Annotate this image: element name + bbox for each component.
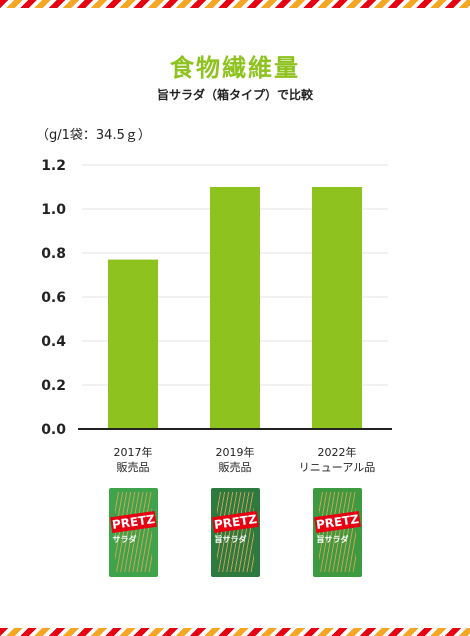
package-product-name: サラダ bbox=[112, 535, 137, 544]
package-image: PRETZ 旨サラダ bbox=[210, 488, 260, 577]
y-tick-label: 1.0 bbox=[41, 202, 66, 218]
x-category-label: リニューアル品 bbox=[299, 461, 375, 474]
bar bbox=[210, 187, 260, 429]
bar bbox=[312, 187, 362, 429]
x-category-label: 2022年 bbox=[318, 445, 357, 459]
pretz-sticks-graphic bbox=[216, 492, 254, 572]
package-product-name: 旨サラダ bbox=[214, 535, 247, 544]
bar bbox=[108, 259, 158, 429]
y-tick-label: 1.2 bbox=[41, 158, 66, 174]
package-image: PRETZ 旨サラダ bbox=[312, 488, 362, 577]
pretz-sticks-graphic bbox=[114, 492, 152, 572]
chart-subtitle: 旨サラダ（箱タイプ）で比較 bbox=[156, 88, 313, 102]
package-image: PRETZ サラダ bbox=[108, 488, 158, 577]
x-category-label: 2019年 bbox=[216, 445, 255, 459]
y-tick-label: 0.8 bbox=[41, 246, 66, 262]
x-category-label: 販売品 bbox=[117, 461, 150, 474]
x-category-label: 販売品 bbox=[219, 461, 252, 474]
pretz-sticks-graphic bbox=[318, 492, 356, 572]
y-tick-label: 0.4 bbox=[41, 334, 66, 350]
bottom-stripe-border bbox=[0, 628, 470, 636]
y-tick-label: 0.2 bbox=[41, 378, 66, 394]
unit-note: （g/1袋：34.5ｇ） bbox=[36, 128, 151, 143]
top-stripe-border bbox=[0, 0, 470, 8]
chart-title: 食物繊維量 bbox=[170, 54, 300, 82]
x-category-label: 2017年 bbox=[114, 445, 153, 459]
y-tick-label: 0.0 bbox=[41, 422, 66, 438]
package-product-name: 旨サラダ bbox=[316, 535, 349, 544]
y-tick-label: 0.6 bbox=[41, 290, 66, 306]
